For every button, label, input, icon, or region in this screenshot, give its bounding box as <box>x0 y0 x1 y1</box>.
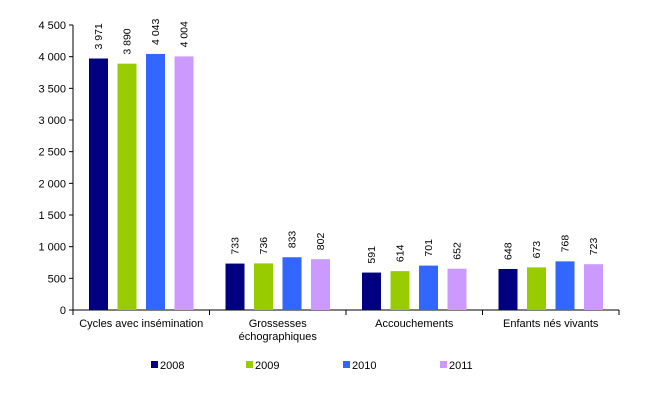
legend-label: 2011 <box>449 360 473 372</box>
bar-2008 <box>225 263 245 310</box>
category-labels: Cycles avec insémination Grossesseséchogr… <box>79 318 599 343</box>
legend-swatch-2011 <box>440 361 447 368</box>
data-label: 733 <box>230 237 242 255</box>
legend-label: 2009 <box>255 360 279 372</box>
x-axis-ticks <box>72 310 620 315</box>
y-tick-label: 4 500 <box>38 20 66 32</box>
bar-2010 <box>555 261 575 310</box>
category-label: Accouchements <box>375 318 454 330</box>
bar-2009 <box>390 271 410 310</box>
y-tick-label: 0 <box>60 305 66 317</box>
y-tick-label: 2 000 <box>38 178 66 190</box>
data-label: 3 890 <box>122 28 134 54</box>
bar-2008 <box>362 272 381 310</box>
bars <box>89 53 603 311</box>
data-label: 802 <box>315 233 327 251</box>
category-label: échographiques <box>239 331 318 343</box>
data-label: 736 <box>258 237 270 255</box>
legend: 2008 2009 2010 2011 <box>151 360 473 372</box>
y-tick-label: 2 500 <box>38 147 66 159</box>
data-label: 3 971 <box>93 23 105 49</box>
bar-2010 <box>282 257 302 310</box>
bar-2009 <box>527 267 546 310</box>
bar-2008 <box>89 58 108 311</box>
y-tick-label: 3 000 <box>38 115 66 127</box>
legend-swatch-2010 <box>343 361 350 368</box>
bar-2011 <box>584 264 603 310</box>
y-tick-label: 3 500 <box>38 83 66 95</box>
data-label: 723 <box>588 238 600 256</box>
bar-2010 <box>146 53 165 311</box>
bar-2011 <box>311 259 330 310</box>
bar-2011 <box>174 56 194 311</box>
legend-swatch-2008 <box>151 361 158 368</box>
category-label: Grossesses <box>249 318 308 330</box>
category-label: Enfants nés vivants <box>503 318 599 330</box>
bar-2009 <box>254 263 273 310</box>
category-label: Cycles avec insémination <box>79 318 203 330</box>
data-label: 648 <box>503 242 515 260</box>
data-label: 591 <box>366 246 378 264</box>
data-label: 701 <box>423 239 435 257</box>
legend-label: 2008 <box>160 360 184 372</box>
bar-2009 <box>117 63 137 311</box>
bar-2008 <box>498 268 518 310</box>
data-label: 4 043 <box>150 19 162 45</box>
data-labels: 3 971 3 890 4 043 4 004 733 736 833 802 591 614 70… <box>93 19 600 264</box>
data-label: 614 <box>395 244 407 262</box>
legend-swatch-2009 <box>246 361 253 368</box>
bar-2011 <box>447 268 467 310</box>
data-label: 673 <box>531 241 543 259</box>
y-axis-ticks: 0 500 1 000 1 500 2 000 2 500 3 000 3 500 4 000 4… <box>38 20 73 317</box>
legend-label: 2010 <box>352 360 376 372</box>
data-label: 833 <box>287 231 299 249</box>
data-label: 768 <box>560 235 572 253</box>
y-tick-label: 1 000 <box>38 242 66 254</box>
data-label: 652 <box>452 242 464 260</box>
bar-2010 <box>419 265 438 310</box>
data-label: 4 004 <box>179 21 191 47</box>
y-tick-label: 500 <box>48 273 66 285</box>
y-tick-label: 4 000 <box>38 52 66 64</box>
y-tick-label: 1 500 <box>38 210 66 222</box>
